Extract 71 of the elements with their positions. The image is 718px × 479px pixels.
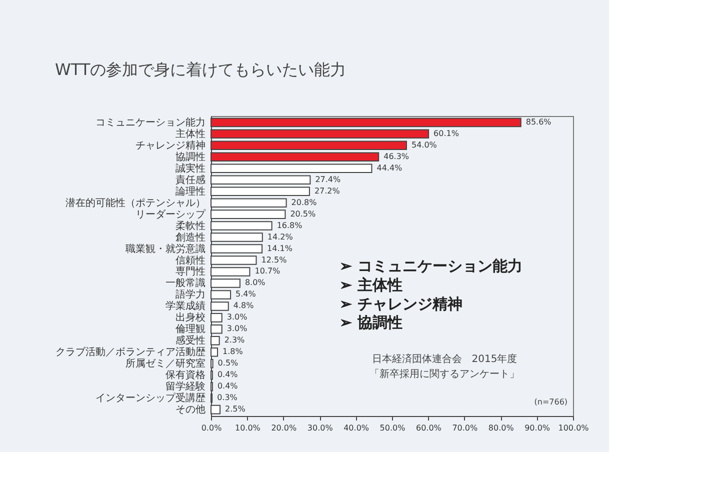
data-label: 2.5% (225, 404, 246, 414)
data-label: 27.2% (314, 186, 340, 196)
data-label: 14.2% (267, 232, 294, 242)
x-tick-label: 100.0% (558, 424, 590, 432)
y-tick-label: 所属ゼミ／研究室 (126, 358, 206, 370)
y-tick-label: 保有資格 (166, 369, 206, 382)
data-label: 27.4% (315, 174, 341, 184)
data-label: 12.5% (261, 255, 288, 264)
y-tick-label: 出身校 (176, 312, 206, 324)
data-label: 54.0% (411, 140, 438, 150)
data-label: 0.4% (217, 382, 238, 391)
data-label: 16.8% (276, 220, 303, 230)
data-label: 1.8% (222, 347, 244, 356)
y-tick-label: 倫理観 (176, 323, 206, 336)
data-label: 46.3% (384, 152, 410, 161)
data-label: 10.7% (254, 266, 281, 276)
annotation: ➢ 協調性 (340, 314, 403, 332)
x-tick-label: 90.0% (524, 424, 550, 432)
y-tick-label: 専門性 (176, 266, 206, 278)
y-tick-label: 柔軟性 (176, 220, 206, 232)
y-tick-label: インターンシップ受講歴 (96, 392, 206, 404)
y-tick-label: 信頼性 (176, 254, 206, 266)
y-tick-label: 創造性 (176, 231, 206, 244)
y-tick-label: 主体性 (176, 128, 206, 140)
x-tick-label: 20.0% (271, 424, 297, 432)
x-tick-label: 10.0% (234, 424, 261, 432)
y-tick-label: 論理性 (176, 185, 206, 198)
y-tick-label: チャレンジ精神 (136, 139, 206, 152)
y-tick-label: 感受性 (176, 334, 206, 347)
annotation: 「新卒採用に関するアンケート」 (369, 368, 520, 380)
data-label: 0.4% (217, 370, 238, 380)
y-tick-label: 誠実性 (176, 162, 206, 174)
annotation: ➢ チャレンジ精神 (340, 294, 463, 313)
y-tick-label: 留学経験 (166, 380, 206, 393)
y-tick-label: その他 (176, 404, 206, 416)
data-label: 60.1% (434, 128, 460, 138)
data-label: 14.1% (267, 244, 293, 253)
data-label: 4.8% (233, 301, 254, 310)
y-tick-label: 職業観・就労意識 (126, 242, 206, 255)
annotation: ➢ 主体性 (340, 276, 403, 294)
data-label: 20.8% (291, 198, 318, 207)
data-label: 85.6% (526, 117, 552, 126)
chart-title: WTTの参加で身に着けてもらいたい能力 (55, 60, 346, 79)
data-label: 3.0% (226, 324, 248, 334)
x-tick-label: 30.0% (307, 424, 334, 432)
y-tick-label: 潜在的可能性（ポテンシャル） (66, 196, 206, 209)
x-tick-label: 50.0% (380, 424, 406, 432)
x-tick-label: 70.0% (452, 424, 478, 432)
x-tick-label: 40.0% (344, 424, 370, 432)
data-label: 8.0% (244, 278, 266, 288)
y-tick-label: 責任感 (176, 174, 206, 186)
y-tick-label: リーダーシップ (136, 208, 206, 220)
y-tick-label: 協調性 (176, 150, 206, 163)
annotation: 日本経済団体連合会 2015年度 (372, 353, 518, 365)
x-tick-label: 80.0% (488, 424, 514, 432)
y-tick-label: クラブ活動／ボランティア活動歴 (56, 346, 206, 358)
annotation: ➢ コミュニケーション能力 (340, 257, 523, 275)
data-label: 0.5% (218, 358, 239, 368)
data-label: 2.3% (224, 336, 246, 345)
y-tick-label: 学業成績 (166, 300, 206, 312)
annotation: (n=766) (534, 398, 568, 406)
data-label: 44.4% (376, 163, 403, 172)
data-label: 0.3% (217, 393, 238, 402)
data-label: 20.5% (290, 209, 316, 218)
y-tick-label: 一般常識 (166, 277, 206, 290)
x-tick-label: 0.0% (201, 424, 222, 432)
data-label: 3.0% (226, 312, 248, 322)
x-tick-label: 60.0% (416, 424, 442, 432)
y-tick-label: コミュニケーション能力 (96, 116, 206, 128)
data-label: 5.4% (236, 290, 256, 299)
y-tick-label: 語学力 (176, 288, 206, 301)
